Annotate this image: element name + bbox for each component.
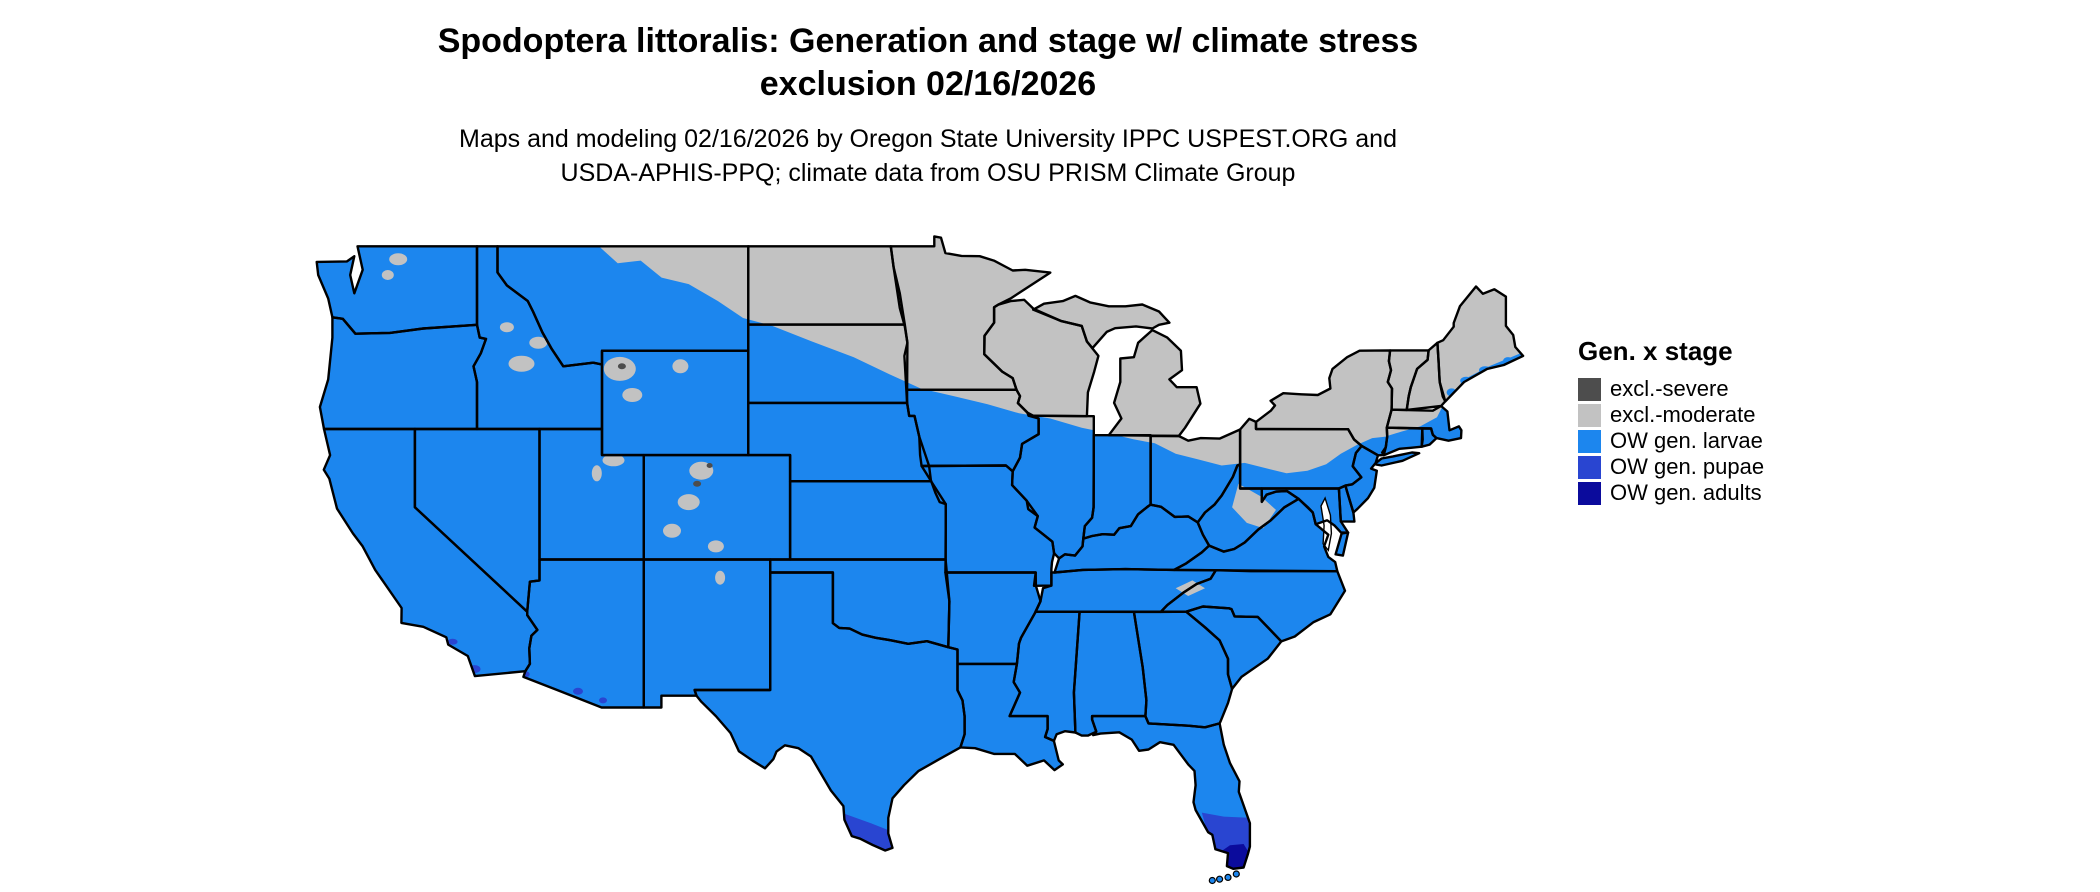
legend-swatch-icon — [1578, 481, 1601, 505]
florida-keys-dot — [1224, 873, 1232, 882]
legend: Gen. x stage excl.-severe excl.-moderate O… — [1578, 336, 1764, 506]
legend-title: Gen. x stage — [1578, 336, 1733, 366]
map-subtitle: Maps and modeling 02/16/2026 by Oregon S… — [0, 122, 1856, 190]
state-borders — [315, 235, 1525, 870]
map-subtitle-line1: Maps and modeling 02/16/2026 by Oregon S… — [459, 125, 1397, 153]
map-title-line1: Spodoptera littoralis: Generation and st… — [437, 22, 1419, 60]
florida-keys-dot — [1208, 876, 1216, 885]
legend-entry-3: OW gen. pupae — [1578, 454, 1764, 480]
us-map-svg — [315, 235, 1525, 885]
legend-entry-0: excl.-severe — [1578, 376, 1764, 402]
map-title-line2: exclusion 02/16/2026 — [759, 65, 1097, 103]
us-map — [300, 222, 1530, 887]
florida-keys-dot — [1215, 875, 1224, 883]
legend-label: OW gen. adults — [1610, 480, 1762, 505]
legend-label: OW gen. pupae — [1610, 454, 1765, 479]
legend-swatch-icon — [1578, 455, 1601, 479]
legend-swatch-icon — [1578, 429, 1601, 453]
legend-label: excl.-moderate — [1610, 402, 1756, 427]
legend-entry-2: OW gen. larvae — [1578, 428, 1764, 454]
legend-label: OW gen. larvae — [1610, 428, 1763, 453]
legend-label: excl.-severe — [1610, 376, 1729, 401]
chesapeake-bay — [1320, 496, 1333, 552]
map-title: Spodoptera littoralis: Generation and st… — [0, 20, 1856, 106]
legend-rows: excl.-severe excl.-moderate OW gen. larvae… — [1578, 376, 1764, 506]
legend-entry-1: excl.-moderate — [1578, 402, 1764, 428]
legend-swatch-icon — [1578, 377, 1601, 401]
legend-swatch-icon — [1578, 403, 1601, 427]
florida-keys-dot — [1232, 870, 1240, 878]
map-subtitle-line2: USDA-APHIS-PPQ; climate data from OSU PR… — [560, 159, 1296, 187]
legend-entry-4: OW gen. adults — [1578, 480, 1764, 506]
